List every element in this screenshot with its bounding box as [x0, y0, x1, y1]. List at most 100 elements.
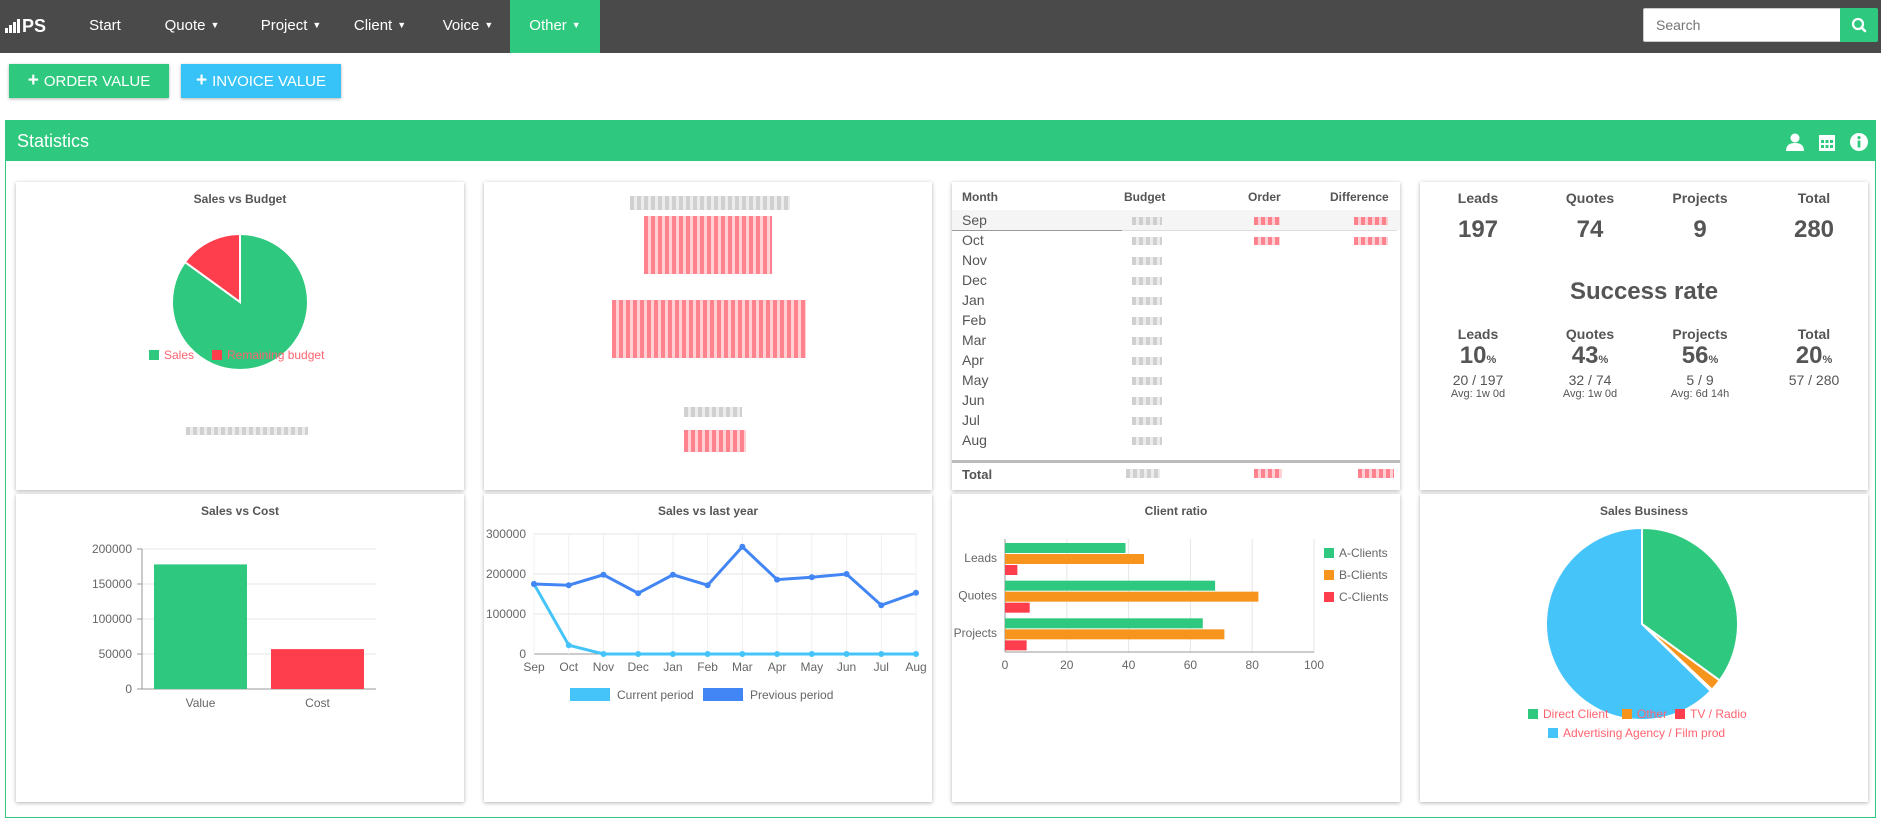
sales-vs-cost-chart[interactable]: 0 50000 100000 150000 200000 Value Cost [16, 494, 464, 802]
data-point[interactable] [913, 651, 919, 657]
stat-avg: Avg: 1w 0d [1562, 388, 1618, 400]
pie-slice-advertising-agency-film-prod[interactable] [1545, 526, 1713, 721]
legend-item[interactable]: C-Clients [1324, 590, 1388, 604]
series-line-previous-period[interactable] [533, 544, 917, 607]
redacted-cell [1132, 437, 1162, 445]
bar-projects-a-clients[interactable] [1005, 618, 1203, 629]
order-value-button[interactable]: + ORDER VALUE [9, 64, 169, 98]
data-point[interactable] [531, 581, 537, 587]
brand-logo[interactable]: PS [5, 14, 46, 38]
legend-item[interactable]: Other [1622, 707, 1667, 721]
nav-project-label: Project [260, 17, 308, 34]
client-ratio-chart[interactable]: 0 20 40 60 80 100 Leads Quotes Projects A-Clients… [952, 494, 1400, 802]
nav-start[interactable]: Start [77, 0, 133, 53]
invoice-value-label: INVOICE VALUE [212, 72, 327, 90]
bar-quotes-b-clients[interactable] [1005, 591, 1259, 602]
data-point[interactable] [878, 651, 885, 657]
redacted-big-percent [644, 216, 772, 274]
data-point[interactable] [878, 602, 885, 609]
x-tick-label: 60 [1184, 658, 1198, 672]
invoice-value-button[interactable]: + INVOICE VALUE [181, 64, 341, 98]
x-tick-label: Feb [697, 660, 718, 674]
stat-label: Leads [1457, 326, 1499, 342]
nav-voice[interactable]: Voice ▼ [428, 0, 508, 53]
y-tick-label: Leads [964, 551, 997, 565]
bar-value[interactable] [154, 564, 247, 689]
legend-item[interactable]: Previous period [703, 688, 833, 702]
data-point[interactable] [565, 582, 572, 589]
table-row-month: Mar [962, 332, 987, 348]
bar-cost[interactable] [271, 649, 364, 689]
data-point[interactable] [635, 651, 642, 657]
bar-leads-b-clients[interactable] [1005, 554, 1145, 564]
info-icon[interactable] [1849, 132, 1869, 152]
legend-swatch [1324, 592, 1334, 602]
data-point[interactable] [808, 651, 815, 657]
nav-quote[interactable]: Quote ▼ [152, 0, 232, 53]
data-point[interactable] [774, 576, 781, 583]
data-point[interactable] [843, 571, 850, 577]
table-row-month: May [962, 372, 989, 388]
bar-projects-c-clients[interactable] [1005, 640, 1027, 651]
data-point[interactable] [669, 571, 676, 578]
data-point[interactable] [704, 582, 711, 589]
nav-other[interactable]: Other ▼ [510, 0, 600, 53]
card-title: Sales Business [1420, 504, 1868, 518]
redacted-cell [1132, 297, 1162, 305]
nav-client[interactable]: Client ▼ [340, 0, 420, 53]
legend-item[interactable]: Advertising Agency / Film prod [1548, 726, 1725, 740]
bar-leads-c-clients[interactable] [1005, 565, 1018, 575]
data-point[interactable] [565, 642, 572, 649]
data-point[interactable] [774, 651, 781, 657]
redacted-text [186, 427, 308, 435]
search-input[interactable] [1643, 8, 1841, 42]
legend-item[interactable]: Current period [570, 688, 694, 702]
pie-slice-direct-client[interactable] [1641, 526, 1739, 682]
sales-business-pie[interactable]: Direct Client Other TV / Radio Advertising … [1420, 494, 1868, 802]
legend-swatch [1548, 728, 1558, 738]
legend-label: Previous period [750, 688, 833, 702]
search-button[interactable] [1840, 8, 1878, 42]
data-point[interactable] [808, 574, 815, 581]
data-point[interactable] [739, 543, 746, 550]
x-tick-label: Mar [732, 660, 753, 674]
user-icon[interactable] [1785, 132, 1805, 152]
sales-vs-last-year-chart[interactable]: 0 100000 200000 300000 Sep Oct Nov Dec Jan Feb Mar… [484, 494, 932, 802]
legend-item[interactable]: Sales [149, 348, 194, 362]
data-point[interactable] [843, 651, 850, 657]
bar-quotes-c-clients[interactable] [1005, 602, 1030, 613]
stat-value: 197 [1457, 216, 1499, 243]
bar-leads-a-clients[interactable] [1005, 543, 1126, 553]
nav-project[interactable]: Project ▼ [246, 0, 336, 53]
data-point[interactable] [739, 651, 746, 657]
data-point[interactable] [600, 571, 607, 578]
data-point[interactable] [635, 590, 642, 597]
redacted-cell [1132, 237, 1162, 245]
data-point[interactable] [669, 651, 676, 657]
legend-item[interactable]: A-Clients [1324, 546, 1388, 560]
series-line-current-period[interactable] [532, 583, 916, 656]
legend-item[interactable]: TV / Radio [1675, 707, 1747, 721]
legend-item[interactable]: B-Clients [1324, 568, 1388, 582]
legend-label: Remaining budget [227, 348, 325, 362]
sales-vs-budget-pie[interactable]: Sales Remaining budget [16, 182, 464, 490]
table-row-month: Sep [962, 212, 987, 228]
caret-down-icon: ▼ [210, 20, 220, 30]
nav-voice-label: Voice [442, 17, 480, 34]
legend-item[interactable]: Direct Client [1528, 707, 1609, 721]
data-point[interactable] [913, 589, 919, 596]
sales-business-card: Sales Business Direct Client Other TV / Ra… [1420, 494, 1868, 802]
legend-label: B-Clients [1339, 568, 1388, 582]
legend-swatch [703, 688, 743, 701]
bar-projects-b-clients[interactable] [1005, 629, 1225, 640]
calendar-icon[interactable] [1817, 132, 1837, 152]
legend-item[interactable]: Remaining budget [212, 348, 325, 362]
plus-icon: + [195, 70, 208, 91]
card-title: Sales vs Budget [193, 192, 287, 206]
data-point[interactable] [704, 651, 711, 657]
col-order: Order [1248, 190, 1281, 204]
pie-slice-remaining-budget[interactable] [183, 232, 241, 304]
stat-rate-leads: Leads 10% 20 / 197 Avg: 1w 0d [1428, 326, 1528, 400]
data-point[interactable] [600, 651, 607, 657]
bar-quotes-a-clients[interactable] [1005, 580, 1216, 591]
